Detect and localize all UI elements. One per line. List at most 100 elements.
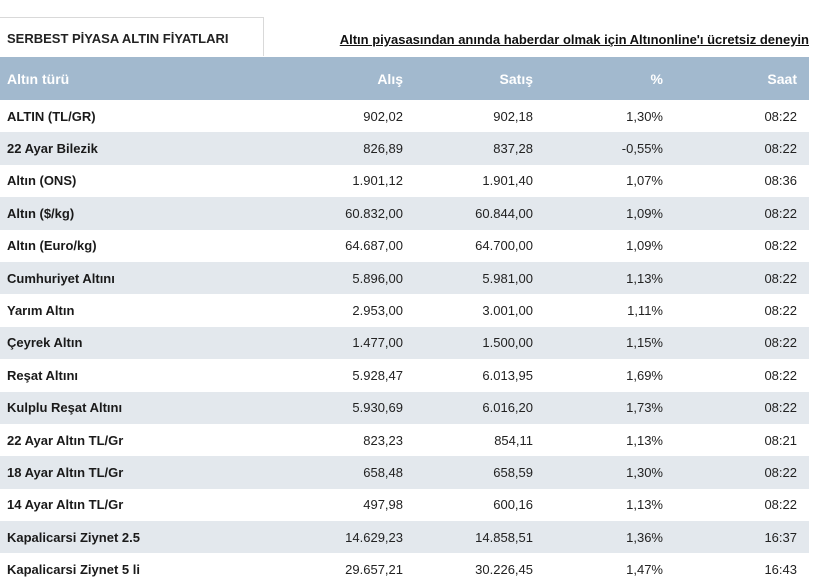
table-row: ALTIN (TL/GR) 902,02 902,18 1,30% 08:22 xyxy=(0,100,809,133)
table-row: Çeyrek Altın 1.477,00 1.500,00 1,15% 08:… xyxy=(0,326,809,360)
tab-free-market-gold-prices[interactable]: SERBEST PİYASA ALTIN FİYATLARI xyxy=(0,17,264,56)
table-row: Kulplu Reşat Altını 5.930,69 6.016,20 1,… xyxy=(0,391,809,424)
time-cell: 08:22 xyxy=(675,229,809,262)
column-header-buy: Alış xyxy=(277,57,415,100)
percent-change-cell: 1,73% xyxy=(545,391,675,424)
sell-price-cell: 6.013,95 xyxy=(415,359,545,392)
percent-change-cell: 1,69% xyxy=(545,359,675,392)
sell-price-cell: 837,28 xyxy=(415,132,545,165)
gold-type-cell: Altın ($/kg) xyxy=(0,197,277,230)
sell-price-cell: 64.700,00 xyxy=(415,229,545,262)
gold-type-cell: Reşat Altını xyxy=(0,359,277,392)
table-row: 22 Ayar Bilezik 826,89 837,28 -0,55% 08:… xyxy=(0,132,809,165)
sell-price-cell: 1.901,40 xyxy=(415,164,545,198)
sell-price-cell: 60.844,00 xyxy=(415,197,545,230)
table-row: Yarım Altın 2.953,00 3.001,00 1,11% 08:2… xyxy=(0,294,809,327)
time-cell: 08:22 xyxy=(675,132,809,165)
gold-type-cell: 22 Ayar Altın TL/Gr xyxy=(0,423,277,457)
time-cell: 08:22 xyxy=(675,391,809,424)
percent-change-cell: 1,13% xyxy=(545,261,675,295)
percent-change-cell: 1,07% xyxy=(545,164,675,198)
percent-change-cell: 1,47% xyxy=(545,553,675,586)
tab-label: SERBEST PİYASA ALTIN FİYATLARI xyxy=(7,31,229,46)
gold-type-cell: Altın (Euro/kg) xyxy=(0,229,277,262)
time-cell: 08:22 xyxy=(675,100,809,133)
widget-header: SERBEST PİYASA ALTIN FİYATLARI Altın piy… xyxy=(0,0,813,57)
percent-change-cell: 1,30% xyxy=(545,456,675,489)
table-row: Altın (Euro/kg) 64.687,00 64.700,00 1,09… xyxy=(0,229,809,262)
table-row: 22 Ayar Altın TL/Gr 823,23 854,11 1,13% … xyxy=(0,423,809,457)
table-row: 18 Ayar Altın TL/Gr 658,48 658,59 1,30% … xyxy=(0,456,809,489)
sell-price-cell: 30.226,45 xyxy=(415,553,545,586)
table-row: Altın (ONS) 1.901,12 1.901,40 1,07% 08:3… xyxy=(0,164,809,198)
gold-type-cell: 18 Ayar Altın TL/Gr xyxy=(0,456,277,489)
table-row: Altın ($/kg) 60.832,00 60.844,00 1,09% 0… xyxy=(0,197,809,230)
sell-price-cell: 658,59 xyxy=(415,456,545,489)
gold-type-cell: Kapalicarsi Ziynet 2.5 xyxy=(0,521,277,554)
sell-price-cell: 14.858,51 xyxy=(415,521,545,554)
sell-price-cell: 5.981,00 xyxy=(415,261,545,295)
time-cell: 08:22 xyxy=(675,261,809,295)
time-cell: 08:22 xyxy=(675,294,809,327)
gold-type-cell: Altın (ONS) xyxy=(0,164,277,198)
sell-price-cell: 854,11 xyxy=(415,423,545,457)
buy-price-cell: 64.687,00 xyxy=(277,229,415,262)
buy-price-cell: 1.901,12 xyxy=(277,164,415,198)
column-header-percent: % xyxy=(545,57,675,100)
gold-type-cell: Çeyrek Altın xyxy=(0,326,277,360)
sell-price-cell: 6.016,20 xyxy=(415,391,545,424)
buy-price-cell: 5.928,47 xyxy=(277,359,415,392)
time-cell: 16:43 xyxy=(675,553,809,586)
buy-price-cell: 1.477,00 xyxy=(277,326,415,360)
time-cell: 08:22 xyxy=(675,488,809,522)
table-row: Cumhuriyet Altını 5.896,00 5.981,00 1,13… xyxy=(0,261,809,295)
table-row: Reşat Altını 5.928,47 6.013,95 1,69% 08:… xyxy=(0,359,809,392)
altinonline-promo-link[interactable]: Altın piyasasından anında haberdar olmak… xyxy=(339,32,809,47)
gold-type-cell: Yarım Altın xyxy=(0,294,277,327)
sell-price-cell: 1.500,00 xyxy=(415,326,545,360)
percent-change-cell: 1,09% xyxy=(545,229,675,262)
buy-price-cell: 497,98 xyxy=(277,488,415,522)
gold-type-cell: Kapalicarsi Ziynet 5 li xyxy=(0,553,277,586)
column-header-time: Saat xyxy=(675,57,809,100)
table-row: 14 Ayar Altın TL/Gr 497,98 600,16 1,13% … xyxy=(0,488,809,522)
table-row: Kapalicarsi Ziynet 2.5 14.629,23 14.858,… xyxy=(0,521,809,554)
gold-type-cell: ALTIN (TL/GR) xyxy=(0,100,277,133)
buy-price-cell: 14.629,23 xyxy=(277,521,415,554)
buy-price-cell: 823,23 xyxy=(277,423,415,457)
gold-prices-table: Altın türü Alış Satış % Saat ALTIN (TL/G… xyxy=(0,57,809,586)
sell-price-cell: 3.001,00 xyxy=(415,294,545,327)
sell-price-cell: 902,18 xyxy=(415,100,545,133)
time-cell: 08:22 xyxy=(675,456,809,489)
table-header-row: Altın türü Alış Satış % Saat xyxy=(0,57,809,100)
gold-type-cell: 22 Ayar Bilezik xyxy=(0,132,277,165)
buy-price-cell: 2.953,00 xyxy=(277,294,415,327)
column-header-sell: Satış xyxy=(415,57,545,100)
buy-price-cell: 658,48 xyxy=(277,456,415,489)
buy-price-cell: 29.657,21 xyxy=(277,553,415,586)
time-cell: 08:22 xyxy=(675,326,809,360)
time-cell: 16:37 xyxy=(675,521,809,554)
time-cell: 08:22 xyxy=(675,197,809,230)
percent-change-cell: 1,11% xyxy=(545,294,675,327)
percent-change-cell: -0,55% xyxy=(545,132,675,165)
percent-change-cell: 1,36% xyxy=(545,521,675,554)
table-row: Kapalicarsi Ziynet 5 li 29.657,21 30.226… xyxy=(0,553,809,586)
buy-price-cell: 5.896,00 xyxy=(277,261,415,295)
time-cell: 08:21 xyxy=(675,423,809,457)
time-cell: 08:22 xyxy=(675,359,809,392)
buy-price-cell: 5.930,69 xyxy=(277,391,415,424)
percent-change-cell: 1,09% xyxy=(545,197,675,230)
percent-change-cell: 1,13% xyxy=(545,423,675,457)
gold-type-cell: Cumhuriyet Altını xyxy=(0,261,277,295)
sell-price-cell: 600,16 xyxy=(415,488,545,522)
percent-change-cell: 1,15% xyxy=(545,326,675,360)
column-header-gold-type: Altın türü xyxy=(0,57,277,100)
percent-change-cell: 1,30% xyxy=(545,100,675,133)
gold-type-cell: Kulplu Reşat Altını xyxy=(0,391,277,424)
buy-price-cell: 826,89 xyxy=(277,132,415,165)
gold-type-cell: 14 Ayar Altın TL/Gr xyxy=(0,488,277,522)
time-cell: 08:36 xyxy=(675,164,809,198)
buy-price-cell: 902,02 xyxy=(277,100,415,133)
